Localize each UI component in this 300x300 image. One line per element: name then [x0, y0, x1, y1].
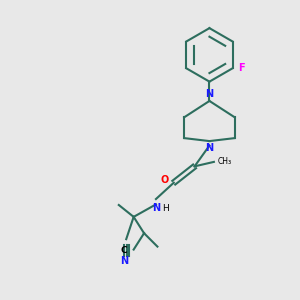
Text: H: H	[163, 204, 169, 213]
Text: C: C	[121, 246, 127, 255]
Text: N: N	[206, 142, 214, 153]
Text: N: N	[206, 89, 214, 100]
Text: N: N	[152, 202, 160, 213]
Text: CH₃: CH₃	[218, 158, 232, 166]
Text: F: F	[238, 63, 244, 73]
Text: O: O	[160, 175, 168, 185]
Text: N: N	[120, 256, 128, 266]
